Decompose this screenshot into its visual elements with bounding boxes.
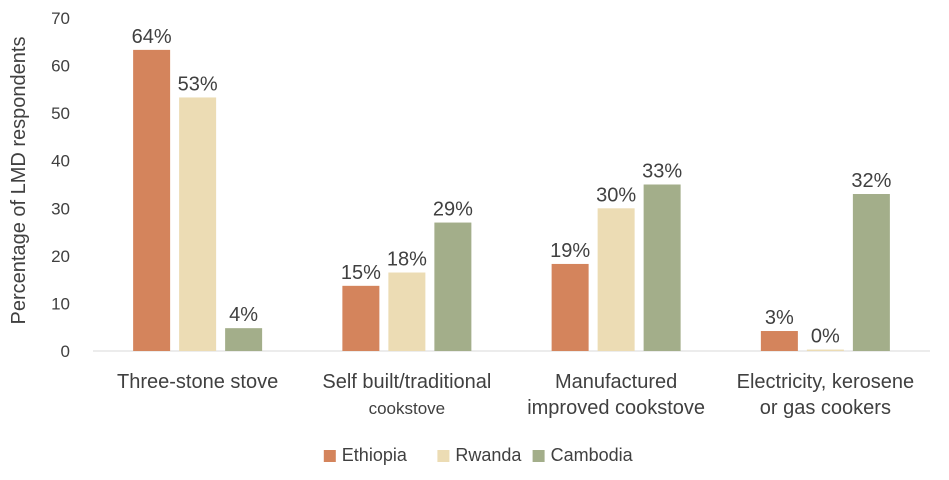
bar-cambodia-2 [643, 184, 681, 351]
y-tick-label: 40 [51, 152, 70, 171]
legend-label: Ethiopia [342, 445, 408, 465]
data-label: 18% [387, 249, 427, 271]
y-axis-label: Percentage of LMD respondents [8, 37, 30, 325]
category-label: Three-stone stove [117, 371, 278, 393]
data-label: 19% [550, 240, 590, 262]
category-label: Electricity, kerosene [737, 371, 914, 393]
data-label: 15% [341, 262, 381, 284]
data-label: 0% [811, 326, 840, 348]
bar-cambodia-1 [434, 222, 472, 351]
category-label: or gas cookers [760, 397, 891, 419]
bar-rwanda-1 [388, 272, 426, 351]
bar-ethiopia-2 [551, 263, 589, 351]
legend: Ethiopia Rwanda Cambodia [323, 445, 634, 465]
data-label: 32% [851, 170, 891, 192]
bar-cambodia-3 [852, 194, 890, 351]
legend-swatch-ethiopia [323, 450, 336, 462]
bar-rwanda-0 [179, 97, 217, 352]
data-label: 64% [132, 26, 172, 48]
y-tick-label: 50 [51, 104, 70, 123]
y-tick-label: 30 [51, 199, 70, 218]
bar-ethiopia-3 [760, 331, 798, 351]
y-axis-label-group: Percentage of LMD respondents [8, 37, 30, 325]
bar-cambodia-0 [225, 328, 263, 351]
y-axis-ticks: 0 10 20 30 40 50 60 70 [51, 9, 70, 361]
y-tick-label: 0 [61, 342, 70, 361]
data-labels: 64% 15% 19% 3% 53% 18% 30% 0% 4% 29% 33% 32% [132, 26, 892, 348]
y-tick-label: 10 [51, 294, 70, 313]
legend-label: Rwanda [455, 445, 522, 465]
data-label: 29% [433, 199, 473, 221]
category-label: improved cookstove [527, 397, 705, 419]
data-label: 3% [765, 307, 794, 329]
data-label: 33% [642, 161, 682, 183]
bar-ethiopia-1 [342, 285, 380, 351]
y-tick-label: 60 [51, 57, 70, 76]
category-labels: Three-stone stove Self built/traditional c… [117, 371, 914, 419]
data-label: 30% [596, 184, 636, 206]
category-label: Self built/traditional [322, 371, 491, 393]
y-tick-label: 20 [51, 247, 70, 266]
bar-rwanda-2 [597, 208, 635, 351]
bar-ethiopia-0 [133, 49, 171, 351]
data-label: 53% [178, 73, 218, 95]
data-label: 4% [229, 304, 258, 326]
bar-rwanda-3 [806, 349, 844, 351]
legend-label: Cambodia [551, 445, 634, 465]
legend-swatch-cambodia [532, 450, 545, 462]
bars [133, 49, 890, 352]
y-tick-label: 70 [51, 9, 70, 28]
category-label: cookstove [369, 399, 446, 418]
legend-swatch-rwanda [437, 450, 450, 462]
category-label: Manufactured [555, 371, 677, 393]
